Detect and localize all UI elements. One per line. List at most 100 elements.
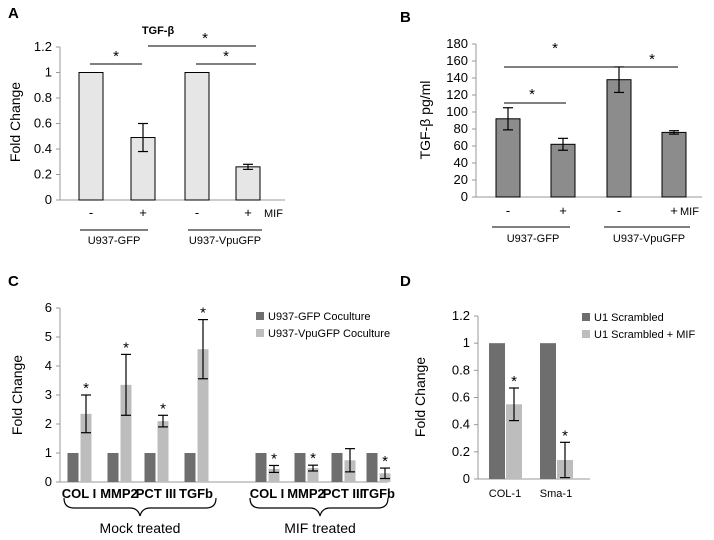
- panel-b-ytick-label: 120: [446, 87, 468, 102]
- panel-b-bar: [661, 131, 687, 198]
- panel-b-star-2: *: [529, 86, 535, 103]
- panel-d-ylabel: Fold Change: [412, 357, 428, 437]
- panel-b-group-1: U937-GFP: [507, 233, 560, 245]
- panel-c-ytick-label: 3: [45, 387, 52, 402]
- panel-c-category-label: COL I: [250, 486, 284, 501]
- panel-c-bar-gfp: [184, 453, 196, 482]
- panel-c-category-label: PCT III: [136, 486, 176, 501]
- panel-c-bar-gfp: [331, 453, 343, 482]
- panel-c-bar-gfp: [107, 453, 119, 482]
- panel-a-letter: A: [8, 5, 19, 22]
- panel-c-bar-gfp: [255, 453, 267, 482]
- panel-a-ytick-label: 0.2: [34, 167, 52, 182]
- panel-a-title: TGF-β: [142, 25, 175, 37]
- panel-b-treatment-label: MIF: [680, 206, 699, 218]
- panel-b-ylabel: TGF-β pg/ml: [417, 81, 433, 160]
- panel-a-star-2: *: [202, 30, 208, 47]
- panel-c-bar-gfp: [144, 453, 156, 482]
- panel-c-letter: C: [8, 273, 19, 290]
- panel-c-ytick-label: 2: [45, 416, 52, 431]
- panel-d-star: *: [562, 427, 568, 444]
- panel-b-ytick-label: 80: [454, 121, 468, 136]
- panel-a-category-label: -: [89, 205, 93, 220]
- panel-b-ytick-label: 40: [454, 155, 468, 170]
- panel-c-bar-gfp: [294, 453, 306, 482]
- panel-a-treatment-label: MIF: [264, 208, 283, 220]
- panel-b-ytick-label: 0: [461, 189, 468, 204]
- panel-c-bar-gfp: [67, 453, 79, 482]
- panel-a-star-1: *: [113, 48, 119, 65]
- panel-b-ytick-label: 60: [454, 138, 468, 153]
- panel-c-ytick-label: 6: [45, 300, 52, 315]
- panel-c-category-label: TGFb: [179, 486, 213, 501]
- panel-c-ytick-label: 5: [45, 329, 52, 344]
- panel-d-letter: D: [400, 273, 411, 290]
- panel-a-category-label: +: [139, 205, 147, 220]
- panel-c-legend-swatch-1: [256, 312, 264, 320]
- panel-c-star: *: [271, 450, 277, 467]
- panel-b-star-1: *: [552, 40, 558, 57]
- panel-b-bar: [606, 79, 632, 198]
- panel-a: A TGF-β Fold Change 0 0.2 0.4 0.6 0.8 1 1.2 - +…: [7, 5, 285, 247]
- panel-c-bar-vpugfp: [120, 384, 132, 482]
- panel-d-category-label: COL-1: [489, 488, 521, 500]
- panel-a-category-label: +: [244, 205, 252, 220]
- panel-d-ytick-label: 1.2: [452, 308, 470, 323]
- panel-b-letter: B: [400, 9, 411, 26]
- panel-b: B TGF-β pg/ml 0 20 40 60 80 100 120 140 160 180 -…: [400, 9, 702, 245]
- panel-c-category-label: PCT III: [323, 486, 363, 501]
- panel-c-star: *: [310, 450, 316, 467]
- panel-d-ytick-label: 0.6: [452, 390, 470, 405]
- panel-c-star: *: [83, 380, 89, 397]
- panel-c-star: *: [200, 305, 206, 322]
- panel-a-category-label: -: [195, 205, 199, 220]
- panel-c-bar-vpugfp: [197, 349, 209, 482]
- panel-d-ytick-label: 0.8: [452, 362, 470, 377]
- panel-a-star-3: *: [223, 48, 229, 65]
- panel-c-ytick-label: 0: [45, 474, 52, 489]
- panel-c-bar-gfp: [366, 453, 378, 482]
- panel-b-ytick-label: 180: [446, 36, 468, 51]
- panel-d-legend-swatch-2: [582, 330, 590, 338]
- panel-c-ytick-label: 4: [45, 358, 52, 373]
- panel-a-ytick-label: 1: [45, 65, 52, 80]
- panel-d-category-label: Sma-1: [540, 488, 572, 500]
- panel-c-star: *: [160, 400, 166, 417]
- panel-c-ylabel: Fold Change: [9, 355, 25, 435]
- panel-c-legend-label-2: U937-VpuGFP Coculture: [268, 328, 390, 340]
- panel-d-legend-label-1: U1 Scrambled: [594, 312, 664, 324]
- panel-d-ytick-label: 0: [463, 471, 470, 486]
- panel-a-ytick-label: 0.6: [34, 116, 52, 131]
- panel-c-category-label: MMP2: [287, 486, 325, 501]
- panel-b-ytick-label: 20: [454, 172, 468, 187]
- panel-c-category-label: TGFb: [361, 486, 395, 501]
- panel-b-bar: [495, 118, 521, 198]
- panel-d: D Fold Change 0 0.2 0.4 0.6 0.8 1 1.2 * * COL-1…: [400, 273, 695, 500]
- panel-b-group-2: U937-VpuGFP: [613, 233, 685, 245]
- panel-c-bar-vpugfp: [268, 468, 280, 482]
- panel-b-ytick-label: 140: [446, 70, 468, 85]
- panel-a-group-1: U937-GFP: [88, 235, 141, 247]
- panel-d-ytick-label: 1: [463, 335, 470, 350]
- panel-d-legend-label-2: U1 Scrambled + MIF: [594, 329, 695, 341]
- panel-b-category-label: +: [670, 203, 678, 218]
- panel-a-bar: [184, 72, 210, 201]
- panel-a-bar: [235, 166, 261, 201]
- panel-a-ytick-label: 0.8: [34, 90, 52, 105]
- panel-c-bar-vpugfp: [157, 421, 169, 482]
- panel-c-legend-swatch-2: [256, 329, 264, 337]
- panel-b-bar: [550, 143, 576, 198]
- panel-a-group-2: U937-VpuGFP: [189, 235, 261, 247]
- panel-a-ytick-label: 1.2: [34, 39, 52, 54]
- panel-d-star: *: [511, 373, 517, 390]
- panel-c-star: *: [382, 453, 388, 470]
- panel-d-legend-swatch-1: [582, 313, 590, 321]
- panel-a-bar: [78, 72, 104, 201]
- panel-c-ytick-label: 1: [45, 445, 52, 460]
- panel-d-ytick-label: 0.4: [452, 417, 470, 432]
- panel-c-legend-label-1: U937-GFP Coculture: [268, 311, 371, 323]
- panel-d-ytick-label: 0.2: [452, 444, 470, 459]
- panel-b-category-label: +: [559, 203, 567, 218]
